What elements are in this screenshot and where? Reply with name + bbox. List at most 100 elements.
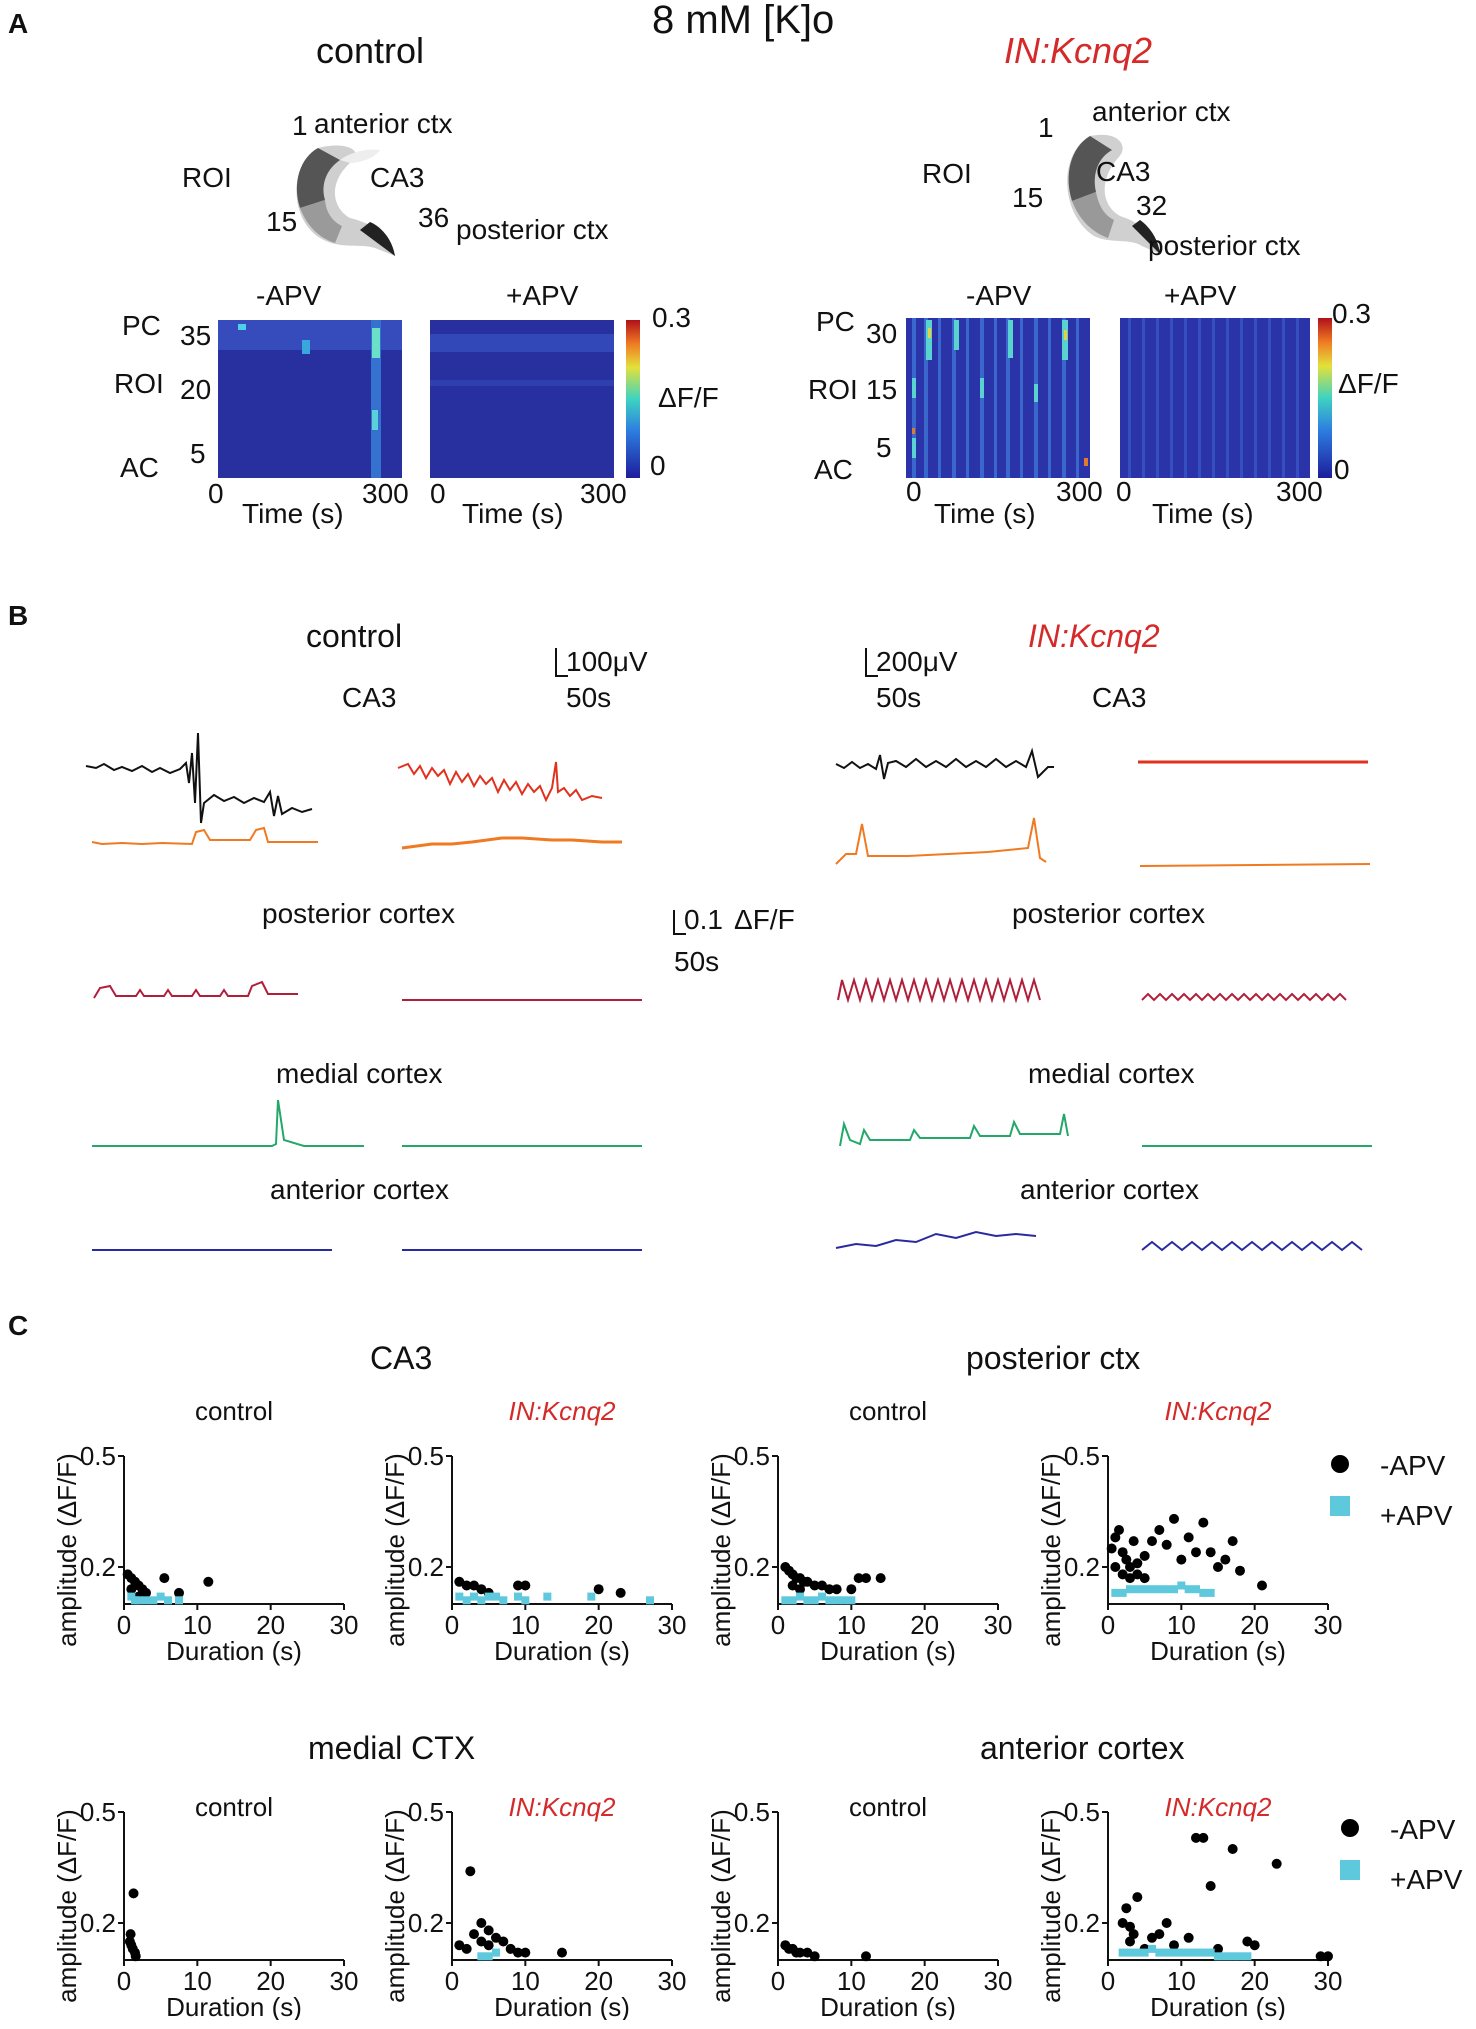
point-plus-apv [1170, 1948, 1178, 1957]
scale-bar-mid [673, 910, 686, 935]
y-tick-label: 0.2 [734, 1552, 770, 1582]
xtick-300: 300 [1276, 476, 1323, 507]
point-minus-apv [203, 1576, 214, 1587]
point-minus-apv [615, 1587, 626, 1598]
point-minus-apv [795, 1584, 805, 1595]
point-minus-apv [174, 1587, 184, 1598]
ytick-low: 5 [876, 432, 892, 463]
x-axis-label: Duration (s) [1150, 1992, 1286, 2020]
colorbar-max: 0.3 [1332, 298, 1371, 329]
point-minus-apv [557, 1947, 567, 1958]
x-axis-label: Duration (s) [166, 1992, 302, 2020]
roi-diagram-right [1067, 134, 1160, 254]
point-minus-apv [853, 1573, 864, 1584]
point-plus-apv [499, 1596, 508, 1605]
x-tick-label: 20 [1240, 1966, 1269, 1996]
point-plus-apv [477, 1596, 486, 1605]
roi-diagram-left [296, 145, 395, 256]
trace-control-lfp-minus [85, 732, 313, 824]
trace-control-post-minus [93, 980, 298, 999]
point-plus-apv [1199, 1948, 1208, 1957]
colorbar-max: 0.3 [652, 302, 691, 333]
b-left-medial: medial cortex [276, 1058, 443, 1089]
b-left-anterior: anterior cortex [270, 1174, 449, 1205]
point-minus-apv [1128, 1929, 1139, 1940]
y-tick-label: 0.5 [80, 1441, 116, 1471]
y-axis-label: amplitude (ΔF/F) [706, 1453, 736, 1647]
point-plus-apv [149, 1596, 158, 1605]
ytick-mid: 20 [180, 374, 212, 405]
y-tick-label: 0.2 [1064, 1908, 1100, 1938]
point-minus-apv [1139, 1550, 1150, 1561]
xtick-300: 300 [1056, 476, 1103, 507]
trace-control-med-minus [92, 1099, 364, 1147]
legend-minus-apv: -APV [1390, 1814, 1456, 1845]
point-minus-apv [1198, 1517, 1209, 1528]
x-tick-label: 0 [1101, 1610, 1115, 1640]
scale-bar-right [865, 648, 878, 677]
ytick-low: 5 [190, 438, 206, 469]
x-tick-label: 0 [771, 1610, 785, 1640]
point-minus-apv [469, 1929, 479, 1940]
x-tick-label: 0 [117, 1966, 131, 1996]
point-minus-apv [130, 1951, 141, 1962]
map-label-minus-apv: -APV [966, 280, 1032, 311]
point-minus-apv [1205, 1881, 1216, 1891]
scatter-medial-kcnq2: IN:Kcnq2 0.5 0.20 10 20 30 Duration (s) amplitu… [380, 1792, 686, 2020]
point-minus-apv [1169, 1513, 1179, 1524]
x-axis-label: Duration (s) [166, 1636, 302, 1666]
point-plus-apv [462, 1596, 471, 1605]
point-plus-apv [164, 1596, 172, 1605]
roi-label-n1: 1 [1038, 112, 1054, 143]
scatter-anterior-kcnq2: IN:Kcnq2 0.5 0.20 10 20 30 Duration (s) amplitu… [1036, 1792, 1342, 2020]
y-tick-label: 0.2 [408, 1908, 444, 1938]
point-minus-apv [831, 1584, 842, 1595]
point-plus-apv [543, 1592, 552, 1601]
trace-control-ca3-minus [91, 826, 318, 846]
point-plus-apv [175, 1596, 183, 1605]
heatmap-control-minus-apv [218, 320, 402, 478]
scatter-ca3-control: control 0.5 0.20 10 20 30 Duration (s) amplitud… [52, 1396, 358, 1666]
scatter-ca3-kcnq2: IN:Kcnq2 0.5 0.20 10 20 30 Duration (s) amplitu… [380, 1396, 686, 1666]
xtick-0: 0 [1116, 476, 1132, 507]
point-minus-apv [1176, 1554, 1187, 1565]
legend-markers-bottom [1340, 1819, 1360, 1880]
x-tick-label: 10 [511, 1966, 540, 1996]
point-minus-apv [1191, 1547, 1201, 1558]
point-plus-apv [1133, 1585, 1142, 1594]
point-minus-apv [809, 1580, 820, 1591]
chart-title: IN:Kcnq2 [1165, 1792, 1272, 1822]
point-plus-apv [1177, 1581, 1186, 1590]
xlabel-time: Time (s) [242, 498, 344, 529]
ytick-mid: 15 [866, 374, 898, 405]
x-tick-label: 20 [584, 1966, 613, 1996]
y-axis-label: amplitude (ΔF/F) [706, 1809, 736, 2003]
xtick-0: 0 [430, 478, 446, 509]
ytick-roi: ROI [114, 368, 164, 399]
point-minus-apv [1315, 1951, 1326, 1962]
point-minus-apv [476, 1918, 487, 1928]
colorbar-min: 0 [1334, 454, 1350, 485]
chart-title: IN:Kcnq2 [509, 1396, 616, 1426]
point-minus-apv [520, 1947, 531, 1958]
point-minus-apv [1132, 1558, 1143, 1569]
point-minus-apv [861, 1951, 871, 1962]
ytick-pc: PC [816, 306, 855, 337]
x-tick-label: 30 [330, 1966, 359, 1996]
point-plus-apv [477, 1952, 486, 1961]
point-plus-apv [818, 1592, 826, 1601]
point-minus-apv [483, 1940, 494, 1951]
x-tick-label: 10 [837, 1966, 866, 1996]
x-tick-label: 10 [1167, 1966, 1196, 1996]
x-tick-label: 30 [984, 1966, 1013, 1996]
point-plus-apv [1243, 1952, 1252, 1961]
heatmap-kcnq2-plus-apv [1120, 318, 1310, 478]
roi-label: ROI [182, 162, 232, 193]
a-right-title: IN:Kcnq2 [1004, 30, 1153, 71]
point-plus-apv [1126, 1948, 1134, 1957]
posterior-ctx-label: posterior ctx [456, 214, 609, 245]
trace-kcnq2-ant-minus [835, 1230, 1037, 1249]
panel-b-letter: B [8, 600, 29, 631]
point-plus-apv [1199, 1588, 1208, 1597]
point-plus-apv [131, 1596, 139, 1605]
